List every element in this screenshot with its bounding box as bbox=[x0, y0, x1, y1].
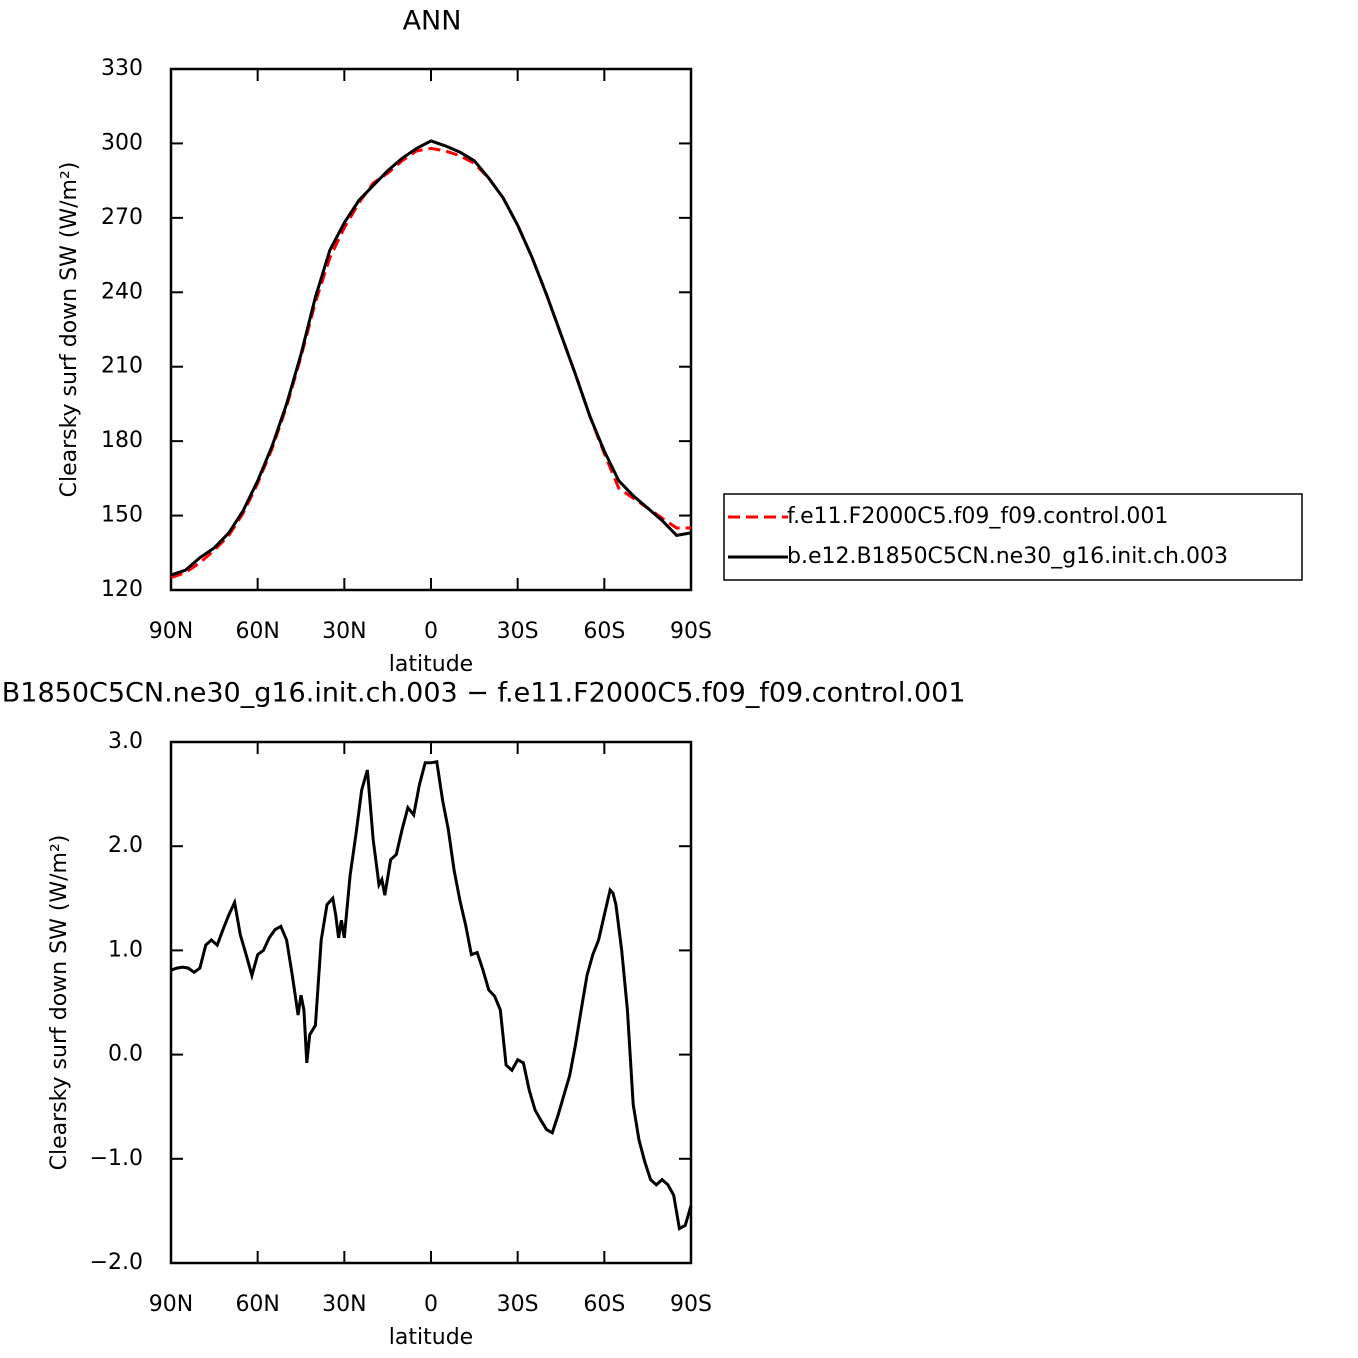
x-tick-label: 0 bbox=[424, 619, 438, 644]
y-tick-label: 0.0 bbox=[108, 1042, 143, 1067]
y-tick-label: 210 bbox=[101, 354, 143, 379]
legend-box bbox=[723, 493, 1303, 581]
x-axis-label: latitude bbox=[389, 652, 473, 677]
series-line bbox=[170, 146, 691, 580]
y-tick-label: 120 bbox=[101, 577, 143, 602]
x-tick-label: 90N bbox=[149, 1292, 193, 1317]
x-tick-label: 0 bbox=[424, 1292, 438, 1317]
x-tick-label: 60N bbox=[235, 619, 279, 644]
y-tick-label: 180 bbox=[101, 428, 143, 453]
x-tick-label: 30N bbox=[322, 619, 366, 644]
x-tick-label: 30S bbox=[497, 1292, 539, 1317]
x-tick-label: 90N bbox=[149, 619, 193, 644]
y-tick-label: 3.0 bbox=[108, 729, 143, 754]
x-tick-label: 60S bbox=[583, 619, 625, 644]
y-tick-label: 2.0 bbox=[108, 833, 143, 858]
y-axis-label: Clearsky surf down SW (W/m²) bbox=[57, 162, 82, 498]
plot-frame bbox=[169, 740, 693, 1265]
chart-title: ANN bbox=[403, 6, 462, 37]
y-tick-label: −1.0 bbox=[90, 1146, 143, 1171]
y-axis-label: Clearsky surf down SW (W/m²) bbox=[47, 835, 72, 1171]
series-line bbox=[170, 139, 692, 577]
x-axis-label: latitude bbox=[389, 1325, 473, 1350]
series-line bbox=[170, 760, 693, 1231]
y-tick-label: 1.0 bbox=[108, 937, 143, 962]
x-tick-label: 60N bbox=[235, 1292, 279, 1317]
y-tick-label: 300 bbox=[101, 130, 143, 155]
legend-label: f.e11.F2000C5.f09_f09.control.001 bbox=[787, 504, 1168, 529]
x-tick-label: 60S bbox=[583, 1292, 625, 1317]
legend-label: b.e12.B1850C5CN.ne30_g16.init.ch.003 bbox=[787, 544, 1228, 569]
y-tick-label: −2.0 bbox=[90, 1250, 143, 1275]
x-tick-label: 30S bbox=[497, 619, 539, 644]
x-tick-label: 90S bbox=[670, 619, 712, 644]
x-tick-label: 90S bbox=[670, 1292, 712, 1317]
chart-title: b.e12.B1850C5CN.ne30_g16.init.ch.003 − f… bbox=[0, 678, 966, 709]
x-tick-label: 30N bbox=[322, 1292, 366, 1317]
y-tick-label: 330 bbox=[101, 56, 143, 81]
y-tick-label: 150 bbox=[101, 503, 143, 528]
y-tick-label: 240 bbox=[101, 279, 143, 304]
y-tick-label: 270 bbox=[101, 205, 143, 230]
